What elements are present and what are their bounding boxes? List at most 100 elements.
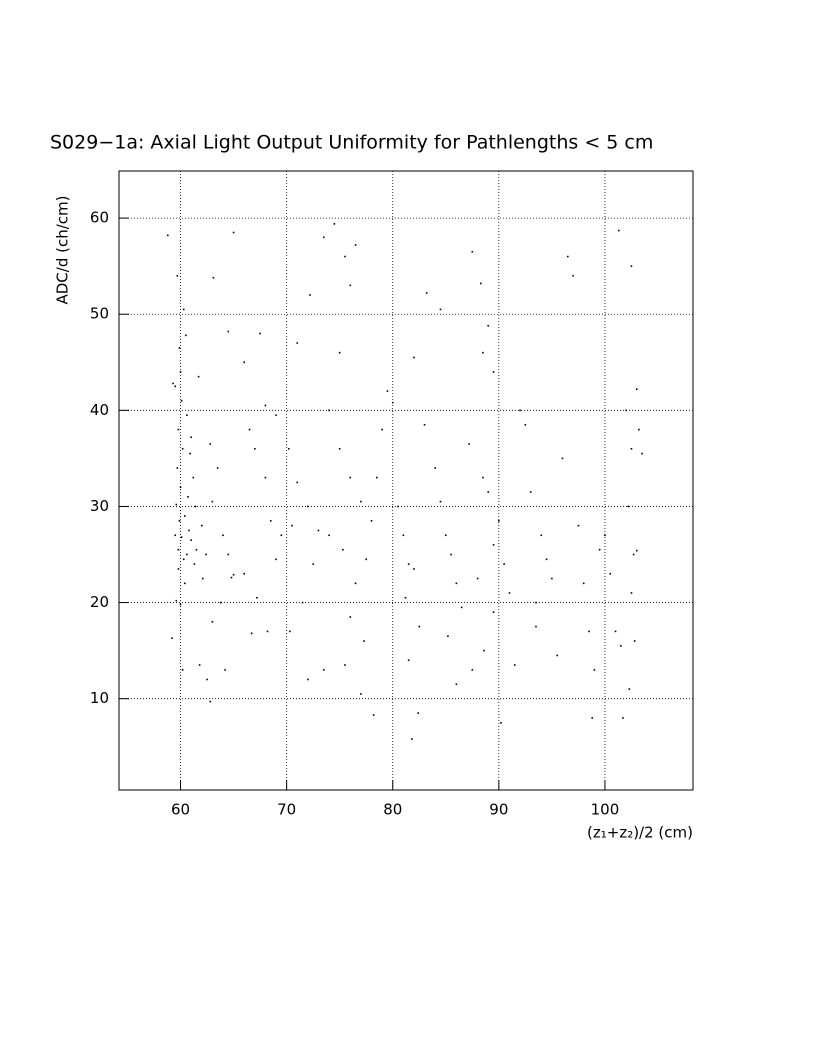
point <box>483 649 485 652</box>
point <box>381 428 383 431</box>
point <box>287 447 290 450</box>
point <box>301 601 304 604</box>
point <box>174 534 177 537</box>
point <box>180 536 183 539</box>
point <box>256 596 258 599</box>
y-tick-label: 20 <box>90 593 109 611</box>
point <box>556 654 558 657</box>
point <box>425 292 428 294</box>
point <box>365 558 368 561</box>
point <box>185 334 187 337</box>
plot-frame <box>118 170 694 791</box>
y-axis-label: ADC/d (ch/cm) <box>54 196 72 305</box>
point <box>402 534 405 537</box>
point <box>417 712 420 714</box>
point <box>622 717 624 719</box>
point <box>354 582 357 585</box>
point <box>230 576 233 579</box>
point <box>254 447 256 450</box>
point <box>186 553 188 556</box>
point <box>190 436 192 439</box>
point <box>635 388 638 390</box>
point <box>628 688 631 690</box>
x-tick-label: 70 <box>277 801 296 819</box>
point <box>175 599 178 602</box>
point <box>349 284 352 287</box>
point <box>328 409 330 412</box>
point <box>638 428 640 431</box>
point <box>598 548 601 551</box>
point <box>178 520 181 522</box>
point <box>176 467 179 469</box>
point <box>266 630 269 633</box>
point <box>248 428 251 431</box>
point <box>182 308 185 311</box>
point <box>588 630 590 633</box>
point <box>407 563 410 565</box>
point <box>222 534 224 537</box>
point <box>312 563 314 565</box>
point <box>411 738 413 740</box>
point <box>232 231 235 234</box>
point <box>482 351 484 354</box>
point <box>508 592 511 594</box>
point <box>413 356 415 359</box>
point <box>307 505 309 508</box>
point <box>177 568 180 570</box>
point <box>269 520 272 522</box>
point <box>177 428 180 431</box>
point <box>264 476 267 479</box>
point <box>407 659 410 662</box>
x-tick-label: 100 <box>591 801 620 819</box>
point <box>280 534 283 537</box>
point <box>492 544 495 546</box>
chart-title: S029−1a: Axial Light Output Uniformity f… <box>50 132 653 154</box>
point <box>630 265 633 267</box>
point <box>503 563 505 565</box>
point <box>183 515 186 517</box>
point <box>349 476 352 479</box>
point <box>625 409 627 412</box>
point <box>243 361 245 364</box>
point <box>423 423 426 426</box>
point <box>211 500 214 503</box>
point <box>167 234 169 237</box>
point <box>200 524 203 527</box>
point <box>317 529 320 532</box>
point <box>450 553 452 556</box>
point <box>198 664 201 666</box>
point <box>179 371 182 373</box>
point <box>630 592 633 594</box>
point <box>349 616 352 618</box>
point <box>519 409 521 412</box>
point <box>360 500 362 503</box>
point <box>232 573 235 576</box>
point <box>418 625 421 628</box>
point <box>471 250 474 253</box>
point <box>439 308 442 311</box>
point <box>172 382 174 385</box>
point <box>591 717 594 719</box>
point <box>187 496 189 498</box>
y-tick-label: 50 <box>90 305 109 323</box>
point <box>180 399 183 402</box>
point <box>181 669 184 671</box>
point <box>476 577 479 580</box>
point <box>582 582 585 585</box>
point <box>492 611 495 613</box>
point <box>540 534 543 537</box>
point <box>186 414 188 416</box>
point <box>455 683 458 686</box>
point <box>572 274 574 277</box>
point <box>259 332 261 335</box>
point <box>174 385 177 388</box>
point <box>460 606 463 609</box>
point <box>175 503 178 506</box>
point <box>567 255 569 258</box>
point <box>212 276 215 279</box>
point <box>333 223 336 225</box>
point <box>439 500 442 503</box>
point <box>227 553 230 556</box>
point <box>482 476 484 479</box>
point <box>614 630 617 633</box>
